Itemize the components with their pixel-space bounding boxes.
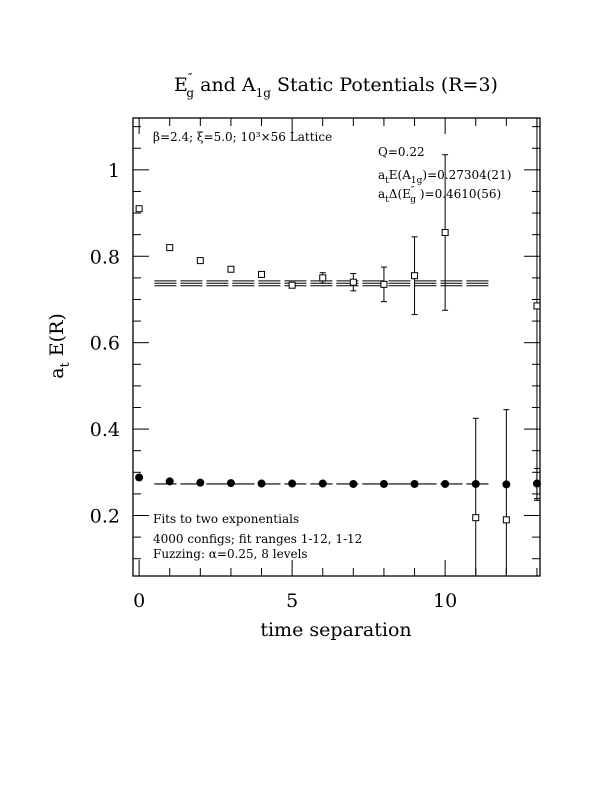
circle-marker (196, 478, 205, 487)
circle-marker (379, 479, 388, 488)
x-tick-label: 5 (286, 590, 298, 612)
chart-title: E″ g and A1g Static Potentials (R=3) (174, 71, 498, 100)
square-marker (533, 302, 541, 310)
circle-marker (502, 480, 511, 489)
square-marker (472, 514, 480, 522)
fit-description-line-2: 4000 configs; fit ranges 1-12, 1-12 (153, 532, 362, 546)
square-marker (502, 516, 510, 524)
circle-marker (441, 479, 450, 488)
square-marker (349, 278, 357, 286)
square-marker (441, 229, 449, 236)
circle-marker (257, 479, 266, 488)
circle-marker (135, 473, 144, 482)
eg-gap-annotation: atΔ(E″ g )=0.4610(56) (378, 186, 501, 205)
square-marker (380, 280, 388, 288)
y-tick-label: 0.2 (90, 506, 120, 528)
square-marker (319, 274, 327, 282)
a1g-energy-annotation: atE(A1g)=0.27304(21) (378, 168, 511, 186)
y-tick-label: 1 (108, 160, 120, 182)
circle-marker (532, 479, 541, 488)
x-tick-label: 0 (133, 590, 145, 612)
lattice-annotation: β=2.4; ξ=5.0; 10³×56 Lattice (153, 130, 332, 144)
q-annotation: Q=0.22 (378, 145, 425, 159)
square-marker (196, 257, 204, 265)
x-tick-labels: 0 5 10 (133, 590, 457, 612)
square-marker (166, 244, 174, 252)
x-tick-label: 10 (433, 590, 457, 612)
fit-lines (154, 280, 492, 485)
y-tick-label: 0.6 (90, 333, 120, 355)
circle-marker (288, 479, 297, 488)
y-axis-label: at E(R) (46, 313, 73, 379)
square-marker (135, 205, 143, 213)
circle-marker (471, 479, 480, 488)
circle-marker (349, 479, 358, 488)
square-marker (288, 281, 296, 289)
circle-marker (165, 477, 174, 486)
circle-marker (410, 479, 419, 488)
square-marker (258, 270, 266, 278)
circle-marker (318, 479, 327, 488)
data-markers (135, 118, 541, 576)
fit-description-line-3: Fuzzing: α=0.25, 8 levels (153, 547, 308, 561)
x-axis-label: time separation (260, 619, 411, 641)
square-marker (227, 265, 235, 273)
y-tick-label: 0.8 (90, 246, 120, 268)
circle-marker (226, 479, 235, 488)
y-tick-labels: 0.2 0.4 0.6 0.8 1 (90, 160, 120, 528)
y-tick-label: 0.4 (90, 419, 120, 441)
square-marker (411, 272, 419, 280)
fit-description-line-1: Fits to two exponentials (153, 512, 299, 526)
plot-frame (132, 117, 541, 577)
